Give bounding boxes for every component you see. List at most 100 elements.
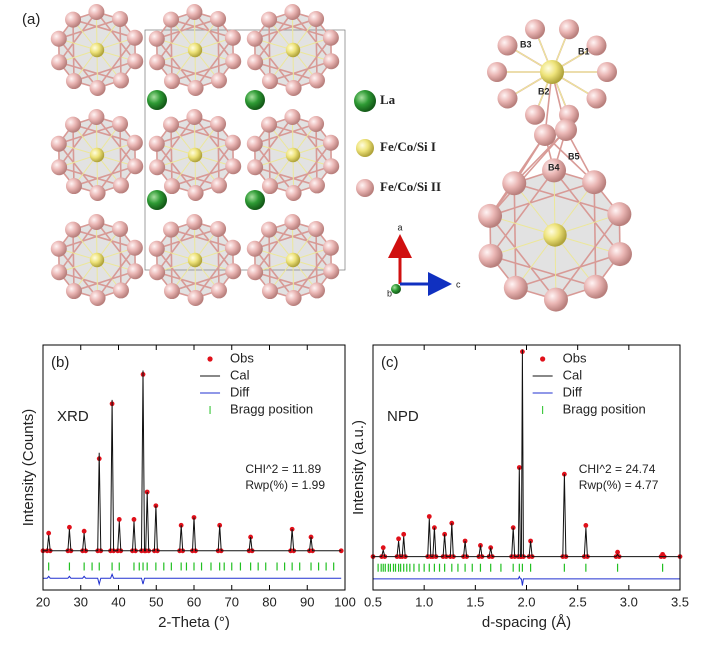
bond <box>254 11 294 63</box>
bond <box>73 60 136 82</box>
bond <box>194 142 234 194</box>
atom <box>112 72 129 89</box>
atom <box>308 177 325 194</box>
obs-point <box>380 545 386 551</box>
atom <box>148 30 165 47</box>
bond <box>254 166 318 187</box>
bond-label: B1 <box>578 46 590 56</box>
bond <box>489 215 557 301</box>
atom <box>225 263 242 280</box>
atom <box>607 202 632 227</box>
bond <box>292 247 332 299</box>
unit-cell <box>144 29 346 271</box>
atom <box>246 240 263 257</box>
bond <box>95 221 136 272</box>
legend-label: Bragg position <box>230 401 313 416</box>
atom <box>323 263 340 280</box>
atom <box>65 178 82 195</box>
panel-label: (a) <box>22 11 40 28</box>
x-axis-label: 2-Theta (°) <box>158 614 230 631</box>
atom <box>88 4 105 21</box>
atom <box>246 30 263 47</box>
atom <box>247 264 264 281</box>
atom <box>186 109 203 126</box>
atom <box>163 116 180 133</box>
atom <box>163 11 180 28</box>
legend-label: Diff <box>230 384 250 399</box>
atom <box>187 289 204 306</box>
atom <box>597 62 617 82</box>
bond <box>292 142 332 194</box>
bond <box>268 123 332 144</box>
legend-label: Fe/Co/Si I <box>380 139 436 154</box>
atom <box>487 62 507 82</box>
atom <box>323 53 340 70</box>
bond <box>119 228 122 291</box>
method-label: XRD <box>57 408 89 425</box>
legend-marker <box>207 356 213 362</box>
atom <box>503 275 528 300</box>
bond <box>268 124 271 187</box>
x-tick-label: 70 <box>225 594 239 609</box>
atom <box>89 184 106 201</box>
bond <box>254 221 294 273</box>
bond <box>156 166 220 187</box>
atom <box>285 184 302 201</box>
bond-label: B4 <box>548 162 560 172</box>
atom <box>112 115 129 132</box>
crystal-structure <box>50 4 632 312</box>
obs-point <box>67 524 72 530</box>
bond <box>194 37 234 89</box>
bond <box>58 166 122 187</box>
atom <box>149 159 166 176</box>
atom <box>558 19 579 40</box>
bond <box>170 229 173 292</box>
series-line <box>373 575 680 586</box>
atom <box>163 178 180 195</box>
atom <box>186 214 203 231</box>
bond <box>268 19 271 82</box>
atom <box>245 190 265 210</box>
x-tick-label: 40 <box>111 594 125 609</box>
atom <box>126 239 143 256</box>
bond <box>254 123 317 145</box>
x-tick-label: 2.5 <box>569 594 587 609</box>
atom <box>284 214 301 231</box>
atom <box>246 135 263 152</box>
atom <box>50 135 67 152</box>
bond <box>58 38 99 89</box>
atom <box>284 109 301 126</box>
atom <box>356 139 374 157</box>
atom <box>322 134 339 151</box>
axis-letter: a <box>397 222 402 232</box>
fit-statistic: CHI^2 = 24.74 <box>579 462 656 476</box>
bond <box>96 37 136 89</box>
bond <box>95 116 136 167</box>
x-tick-label: 3.0 <box>620 594 638 609</box>
atom <box>354 90 376 112</box>
bond <box>315 228 318 291</box>
atom <box>65 73 82 90</box>
bond <box>58 123 121 145</box>
atom <box>261 178 278 195</box>
atom <box>112 282 129 299</box>
atom <box>586 35 607 56</box>
bond <box>254 116 294 168</box>
atom <box>50 240 67 257</box>
bond <box>489 169 555 257</box>
bond <box>254 271 318 292</box>
bond <box>170 124 173 187</box>
bond <box>515 253 621 289</box>
atom <box>555 119 577 141</box>
obs-point <box>583 523 589 528</box>
atom <box>88 214 105 231</box>
atom <box>210 72 227 89</box>
bond <box>96 247 136 299</box>
atom <box>51 264 68 281</box>
bond <box>171 165 234 187</box>
atom <box>148 135 165 152</box>
bond <box>254 61 318 82</box>
atom <box>224 29 241 46</box>
obs-point <box>426 514 432 519</box>
